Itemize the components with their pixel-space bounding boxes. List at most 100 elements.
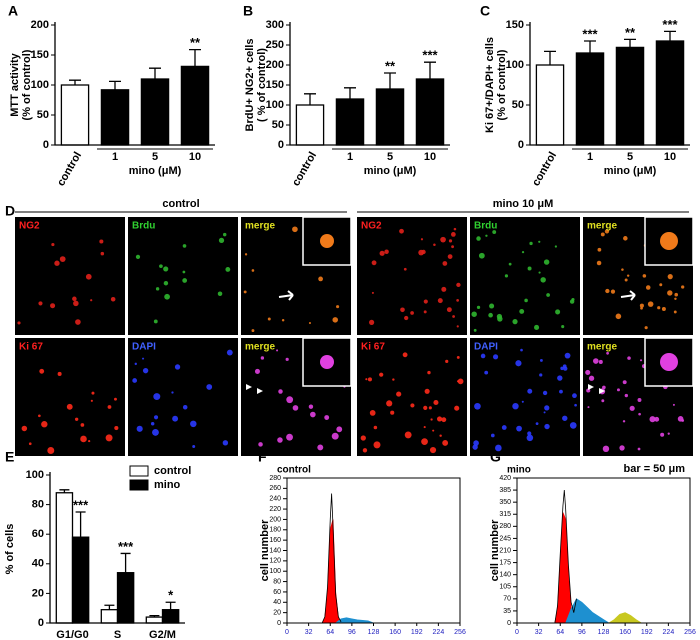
cell-dot (602, 445, 610, 453)
error-bar (189, 48, 201, 67)
channel-label: NG2 (19, 221, 40, 232)
cell-dot (278, 389, 283, 394)
cell-dot (534, 324, 540, 330)
cell-dot (318, 276, 323, 282)
significance: ** (190, 35, 201, 50)
cell-dot (80, 423, 85, 427)
y-tick-label: 100 (269, 568, 281, 575)
cell-dot (624, 278, 628, 282)
error-bar (69, 79, 81, 85)
y-tick-label: 0 (43, 139, 49, 151)
cell-dot (423, 299, 428, 304)
error-bar (165, 601, 176, 610)
cell-dot (660, 432, 665, 437)
cell-dot (473, 328, 477, 332)
cell-dot (476, 305, 481, 309)
cell-dot (538, 271, 541, 274)
cell-dot (260, 356, 265, 360)
cell-dot (39, 368, 45, 374)
cell-dot (404, 431, 412, 439)
cell-dot (427, 370, 431, 375)
cell-dot (292, 405, 299, 411)
x-tick-label: 0 (285, 629, 289, 636)
bar (60, 84, 90, 146)
cell-dot (57, 371, 62, 376)
cell-dot (258, 442, 263, 447)
cell-dot (597, 247, 602, 252)
error-bar (149, 67, 161, 79)
y-tick-label: 0 (518, 139, 524, 151)
bar (535, 64, 565, 146)
cell-dot (135, 254, 141, 260)
x-tick-label: 256 (454, 629, 466, 636)
cell-dot (497, 316, 503, 322)
cell-dot (524, 298, 528, 303)
cell-dot (542, 390, 548, 396)
cell-dot (606, 351, 609, 355)
cell-dot (526, 434, 534, 442)
axes (49, 472, 185, 624)
cell-dot (222, 232, 227, 237)
histogram-area (608, 612, 642, 624)
micrograph (357, 217, 467, 335)
y-tick-label: 50 (512, 99, 524, 111)
cell-dot (267, 317, 271, 321)
cell-dot (535, 422, 539, 426)
bar (295, 104, 325, 146)
cell-dot (495, 444, 502, 452)
x-tick-label: 32 (535, 629, 543, 636)
cell-dot (150, 422, 155, 426)
y-axis-label: (% of control) (496, 49, 508, 120)
error-bar (104, 604, 115, 610)
cell-dot (637, 447, 641, 451)
cell-dot (453, 227, 457, 231)
cell-dot (456, 282, 461, 288)
cell-dot (627, 356, 631, 360)
cell-dot (492, 354, 499, 360)
y-tick-label: 210 (499, 547, 511, 554)
group-label: mino (μM) (364, 165, 417, 177)
cell-dot (489, 303, 495, 309)
cell-dot (190, 420, 197, 428)
cell-dot (452, 315, 455, 318)
cell-dot (539, 373, 543, 377)
cell-dot (331, 432, 339, 440)
cell-dot (557, 375, 563, 381)
x-tick-label: 10 (424, 151, 436, 163)
cell-dot (100, 251, 105, 256)
cell-dot (572, 393, 577, 399)
y-tick-label: 175 (499, 559, 511, 566)
cell-dot (598, 359, 603, 364)
x-tick-label: G2/M (149, 629, 176, 640)
cell-dot (642, 274, 647, 278)
cell-dot (310, 411, 316, 418)
cell-dot (423, 405, 428, 410)
cell-dot (539, 358, 543, 362)
y-tick-label: 200 (266, 59, 284, 71)
cell-dot (105, 434, 113, 442)
cell-dot (90, 299, 93, 302)
cell-dot (544, 423, 550, 430)
x-tick-label: 0 (515, 629, 519, 636)
bar (100, 609, 119, 624)
cell-dot (623, 236, 628, 241)
y-tick-label: 80 (32, 499, 44, 511)
y-tick-label: 150 (266, 79, 284, 91)
cell-dot (371, 260, 377, 266)
cell-dot (371, 291, 374, 294)
cell-dot (674, 297, 677, 301)
legend-label: control (154, 465, 191, 477)
cell-dot (601, 399, 605, 403)
y-tick-label: 260 (269, 485, 281, 492)
cell-dot (561, 325, 565, 329)
cell-dot (217, 291, 223, 297)
cell-dot (639, 359, 643, 362)
arrowheads (246, 384, 263, 394)
cell-dot (277, 437, 283, 443)
cell-dot (442, 261, 448, 266)
y-tick-label: 160 (269, 537, 281, 544)
cell-dot (421, 249, 426, 255)
cell-dot (674, 292, 678, 297)
cell-dot (317, 444, 324, 451)
histogram-outline (554, 490, 577, 624)
